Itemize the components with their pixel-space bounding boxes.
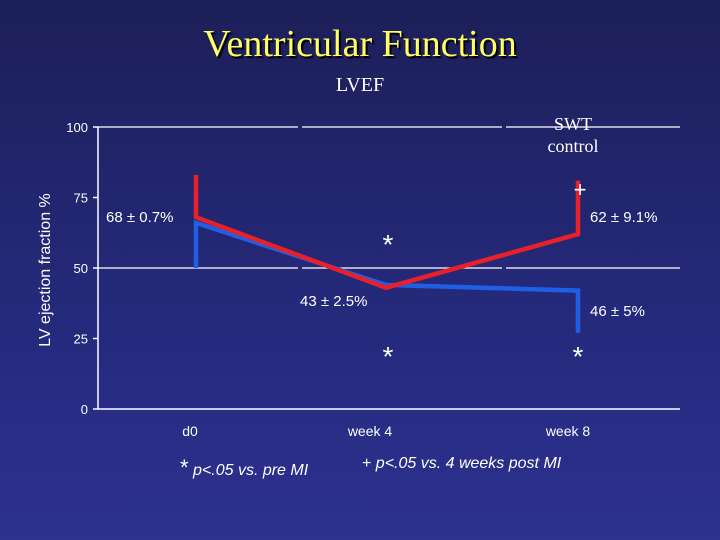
annotation-2: 62 ± 9.1% (590, 209, 657, 226)
legend-control-label: control (547, 136, 599, 156)
x-tick-label-week-8: week 8 (545, 423, 591, 439)
footnote-plus: + p<.05 vs. 4 weeks post MI (362, 455, 561, 473)
chart-subtitle: LVEF (335, 74, 385, 96)
y-tick-label-0: 0 (81, 402, 88, 417)
annotation-0: 68 ± 0.7% (106, 209, 173, 226)
series-legend: SWT control (538, 113, 608, 157)
annotation-7: + (574, 177, 587, 202)
y-tick-label-100: 100 (66, 120, 88, 135)
annotation-1: 43 ± 2.5% (300, 293, 367, 310)
annotation-3: 46 ± 5% (590, 303, 645, 320)
legend-swt-label: SWT (554, 114, 592, 134)
y-tick-label-75: 75 (74, 191, 88, 206)
footnote-plus-text: p<.05 vs. 4 weeks post MI (371, 455, 562, 472)
x-tick-label-week-4: week 4 (347, 423, 393, 439)
annotation-5: * (383, 341, 394, 372)
annotation-6: * (573, 341, 584, 372)
annotation-4: * (383, 229, 394, 260)
footnote-star: * p<.05 vs. pre MI (180, 455, 308, 481)
footnote-plus-symbol: + (362, 455, 372, 472)
x-tick-label-d0: d0 (182, 423, 198, 439)
footnote-star-symbol: * (180, 455, 189, 480)
page-title: Ventricular Function (203, 23, 517, 65)
y-tick-label-25: 25 (74, 332, 88, 347)
footnote-star-text: p<.05 vs. pre MI (188, 462, 309, 479)
y-tick-label-50: 50 (74, 261, 88, 276)
